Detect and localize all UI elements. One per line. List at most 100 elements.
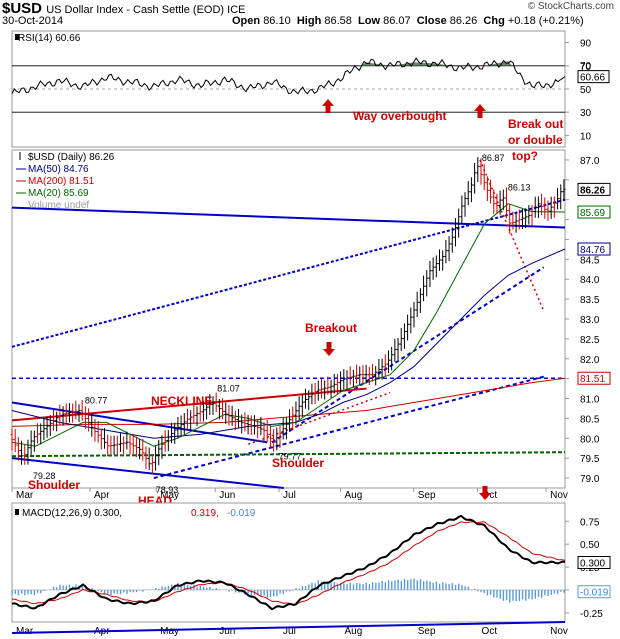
macd-x-label: Nov xyxy=(550,626,568,637)
macd-histogram-bar xyxy=(24,589,26,596)
exchange-text: ICE xyxy=(227,4,246,16)
macd-histogram-bar xyxy=(381,581,383,590)
price-tick-label: 84.5 xyxy=(580,255,600,266)
macd-histogram-bar xyxy=(33,589,36,596)
breakout-arrow xyxy=(323,342,335,356)
price-point-label: 81.07 xyxy=(217,384,240,394)
macd-x-label: Jun xyxy=(219,626,235,637)
macd-histogram-bar xyxy=(333,581,336,590)
macd-histogram-bar xyxy=(502,589,505,601)
macd-histogram-bar xyxy=(340,583,342,590)
price-point-label: 78.93 xyxy=(156,485,179,495)
macd-histogram-bar xyxy=(257,589,259,596)
rsi-tick-label: 90 xyxy=(580,39,592,50)
macd-histogram-bar xyxy=(432,582,434,590)
price-value-label: 86.26 xyxy=(580,185,605,196)
macd-x-label: May xyxy=(160,626,179,637)
price-x-label: Oct xyxy=(482,490,498,501)
macd-histogram-bar xyxy=(308,584,310,590)
macd-histogram-bar xyxy=(43,589,45,591)
macd-histogram-bar xyxy=(170,584,173,590)
macd-histogram-bar xyxy=(445,583,447,590)
price-x-label: Mar xyxy=(16,490,34,501)
macd-histogram-bar xyxy=(129,589,131,593)
macd-histogram-bar xyxy=(285,589,288,592)
macd-histogram-bar xyxy=(509,589,511,603)
macd-histogram-bar xyxy=(327,581,329,590)
price-bars xyxy=(10,157,566,475)
macd-x-label: Aug xyxy=(344,626,362,637)
macd-histogram-bar xyxy=(534,589,537,599)
macd-histogram-bar xyxy=(349,582,351,590)
break-out-text-2: or double xyxy=(508,133,563,147)
macd-histogram-bar xyxy=(359,583,361,590)
macd-histogram-bar xyxy=(346,584,348,590)
right-shoulder-text: Shoulder xyxy=(272,456,324,470)
ma200-line xyxy=(11,377,566,427)
instrument-name-text: US Dollar Index - Cash Settle (EOD) xyxy=(46,4,225,16)
macd-histogram-bar xyxy=(458,583,460,590)
rsi-tick-label: 30 xyxy=(580,108,592,119)
macd-histogram-bar xyxy=(225,589,227,590)
price-point-label: 79.77 xyxy=(279,451,302,461)
macd-histogram-bar xyxy=(394,580,396,590)
macd-histogram-bar xyxy=(362,584,364,590)
red-falling-dotted-line xyxy=(479,159,545,312)
left-lower-trendline xyxy=(11,457,284,489)
macd-histogram-bar xyxy=(196,586,198,590)
macd-histogram-bar xyxy=(403,578,406,590)
macd-histogram-bar xyxy=(59,584,61,590)
rsi-value-label: 60.66 xyxy=(580,73,605,84)
break-out-text-3: top? xyxy=(512,149,538,163)
macd-histogram-bar xyxy=(215,587,217,590)
macd-histogram-bar xyxy=(311,582,313,590)
rsi-line xyxy=(11,57,566,95)
chart-date: 30-Oct-2014 xyxy=(2,15,64,27)
macd-histogram-bar xyxy=(419,579,422,590)
macd-histogram-bar xyxy=(343,583,345,590)
price-tick-label: 79.5 xyxy=(580,454,600,465)
macd-histogram-bar xyxy=(368,584,371,590)
macd-histogram-bar xyxy=(336,583,339,590)
open-label: Open xyxy=(232,15,261,27)
low-value: 86.07 xyxy=(383,15,411,27)
symbol-title: $USD US Dollar Index - Cash Settle (EOD)… xyxy=(2,0,245,17)
volume-legend: Volume undef xyxy=(28,200,89,211)
close-value: 86.26 xyxy=(449,15,478,27)
macd-histogram-bar xyxy=(36,589,39,593)
macd-histogram-bar xyxy=(304,585,307,590)
price-tick-label: 82.5 xyxy=(580,335,600,346)
macd-histogram-bar xyxy=(384,582,387,590)
macd-legend-main: MACD(12,26,9) 0.300, xyxy=(22,508,122,519)
macd-histogram-bar xyxy=(531,589,533,600)
macd-histogram-bar xyxy=(110,589,112,595)
rsi-legend: RSI(14) 60.66 xyxy=(18,33,81,44)
macd-histogram-bar xyxy=(301,585,304,590)
macd-histogram-bar xyxy=(512,589,514,601)
price-point-label: 79.28 xyxy=(33,471,56,481)
neckline-text: NECKLINE xyxy=(151,394,212,408)
macd-histogram-bar xyxy=(371,582,374,590)
macd-histogram-bar xyxy=(276,589,278,597)
price-point-label: 80.77 xyxy=(85,396,108,406)
macd-histogram-bar xyxy=(180,584,182,590)
macd-histogram-bar xyxy=(505,589,508,601)
macd-legend-swatch xyxy=(15,509,19,515)
macd-histogram-bar xyxy=(435,581,438,590)
macd-histogram-bar xyxy=(355,583,358,590)
macd-histogram-bar xyxy=(65,585,68,590)
macd-histogram-bar xyxy=(14,589,16,595)
macd-histogram-bar xyxy=(477,589,479,592)
macd-histogram-bar xyxy=(269,589,272,597)
macd-histogram-bar xyxy=(295,588,297,590)
macd-hist-value-box xyxy=(577,585,611,599)
macd-histogram-bar xyxy=(209,586,211,590)
macd-histogram-bar xyxy=(49,589,52,590)
macd-histogram-bar xyxy=(556,589,559,595)
macd-hist-value-label: -0.019 xyxy=(580,588,609,599)
macd-histogram-bar xyxy=(397,579,399,590)
macd-histogram-bar xyxy=(330,583,332,590)
price-legend-item: $USD (Daily) 86.26 xyxy=(28,152,115,163)
macd-x-label: Mar xyxy=(16,626,34,637)
